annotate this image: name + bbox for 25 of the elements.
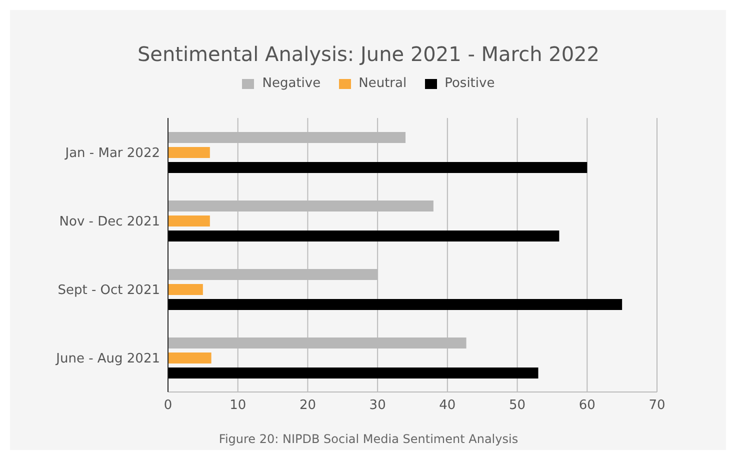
y-tick-label: Jan - Mar 2022 [64, 146, 160, 161]
x-tick-label: 10 [230, 398, 246, 414]
chart-title: Sentimental Analysis: June 2021 - March 2022 [136, 42, 600, 66]
legend-label: Positive [444, 76, 495, 91]
x-tick-label: 30 [369, 398, 386, 414]
x-tick-label: 60 [578, 398, 596, 414]
bar [168, 162, 588, 173]
bar [168, 216, 210, 226]
bar [168, 299, 622, 310]
y-tick-label: Sept - Oct 2021 [58, 282, 160, 298]
bar [168, 352, 212, 364]
bar [168, 230, 560, 242]
caption: Figure 20: NIPDB Social Media Sentiment Analysis [218, 432, 520, 446]
x-tick-label: 20 [299, 398, 316, 414]
x-tick-label: 0 [164, 398, 172, 414]
bar [168, 147, 210, 158]
x-tick-label: 40 [439, 398, 456, 414]
y-tick-label: Nov - Dec 2021 [59, 214, 160, 230]
x-tick-label: 50 [509, 398, 526, 414]
x-tick-label: 70 [648, 398, 666, 414]
bar [168, 284, 203, 295]
bar [168, 368, 538, 378]
y-tick-label: June - Aug 2021 [55, 351, 160, 366]
legend-label: Neutral [358, 76, 407, 91]
legend-label: Negative [261, 76, 321, 91]
